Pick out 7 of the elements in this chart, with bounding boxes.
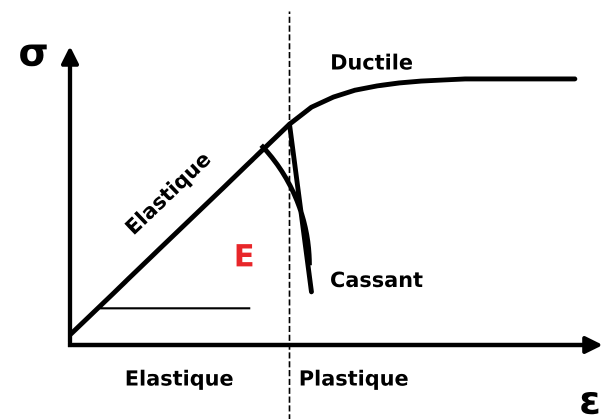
text: Plastique (300, 370, 408, 390)
x-axis-title: ε (581, 392, 598, 414)
text: Elastique (126, 370, 233, 390)
y-axis-title: σ (20, 44, 47, 66)
annotation: Cassant (331, 271, 423, 288)
annotation: E (236, 244, 252, 266)
text: Ductile (332, 54, 412, 70)
